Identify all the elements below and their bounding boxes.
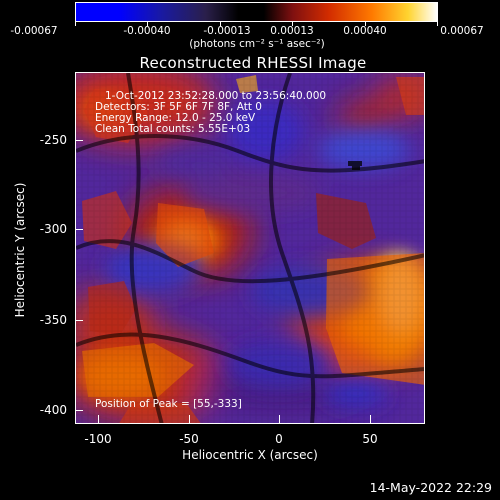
y-axis-tick-label: -250 <box>39 133 67 147</box>
y-axis-label: Heliocentric Y (arcsec) <box>13 182 27 318</box>
peak-position-label: Position of Peak = [55,-333] <box>95 398 242 410</box>
y-axis-tick <box>75 229 83 230</box>
y-axis-tick <box>75 410 83 411</box>
x-axis-tick-label: 0 <box>275 432 283 446</box>
y-axis-tick <box>75 320 83 321</box>
x-axis-tick-label: -50 <box>179 432 199 446</box>
rhessi-image-plot: 1-Oct-2012 23:52:28.000 to 23:56:40.000 … <box>75 72 425 424</box>
energy-range-label: Energy Range: 12.0 - 25.0 keV <box>95 112 256 124</box>
x-axis-tick-label: 50 <box>362 432 378 446</box>
y-axis-tick-label: -300 <box>39 222 67 236</box>
colorbar-tick-label: -0.00040 <box>123 25 171 37</box>
clean-total-counts-label: Clean Total counts: 5.55E+03 <box>95 123 251 135</box>
plot-title: Reconstructed RHESSI Image <box>139 54 367 72</box>
render-timestamp: 14-May-2022 22:29 <box>369 480 492 495</box>
colorbar-tick-label: 0.00067 <box>440 25 484 37</box>
x-axis-tick <box>370 415 371 423</box>
x-axis-tick <box>98 415 99 423</box>
y-axis-tick-label: -350 <box>39 313 67 327</box>
colorbar-tick-label: -0.00067 <box>10 25 58 37</box>
x-axis-tick <box>189 415 190 423</box>
colorbar-tick <box>147 22 148 26</box>
x-axis-tick-label: -100 <box>84 432 112 446</box>
y-axis-tick <box>75 140 83 141</box>
colorbar-tick <box>220 22 221 26</box>
detectors-label: Detectors: 3F 5F 6F 7F 8F, Att 0 <box>95 101 262 113</box>
colorbar-tick <box>75 22 76 26</box>
time-range-label: 1-Oct-2012 23:52:28.000 to 23:56:40.000 <box>105 90 327 102</box>
colorbar-tick-label: 0.00013 <box>270 25 314 37</box>
rhessi-image <box>76 73 424 423</box>
colorbar <box>75 2 438 22</box>
colorbar-tick <box>437 22 438 26</box>
y-axis-tick-label: -400 <box>39 403 67 417</box>
colorbar-tick <box>365 22 366 26</box>
colorbar-units-label: (photons cm⁻² s⁻¹ asec⁻²) <box>189 38 325 50</box>
x-axis-tick <box>279 415 280 423</box>
colorbar-tick-label: -0.00013 <box>203 25 251 37</box>
colorbar-tick-label: 0.00040 <box>343 25 387 37</box>
colorbar-tick <box>292 22 293 26</box>
x-axis-label: Heliocentric X (arcsec) <box>182 448 318 462</box>
